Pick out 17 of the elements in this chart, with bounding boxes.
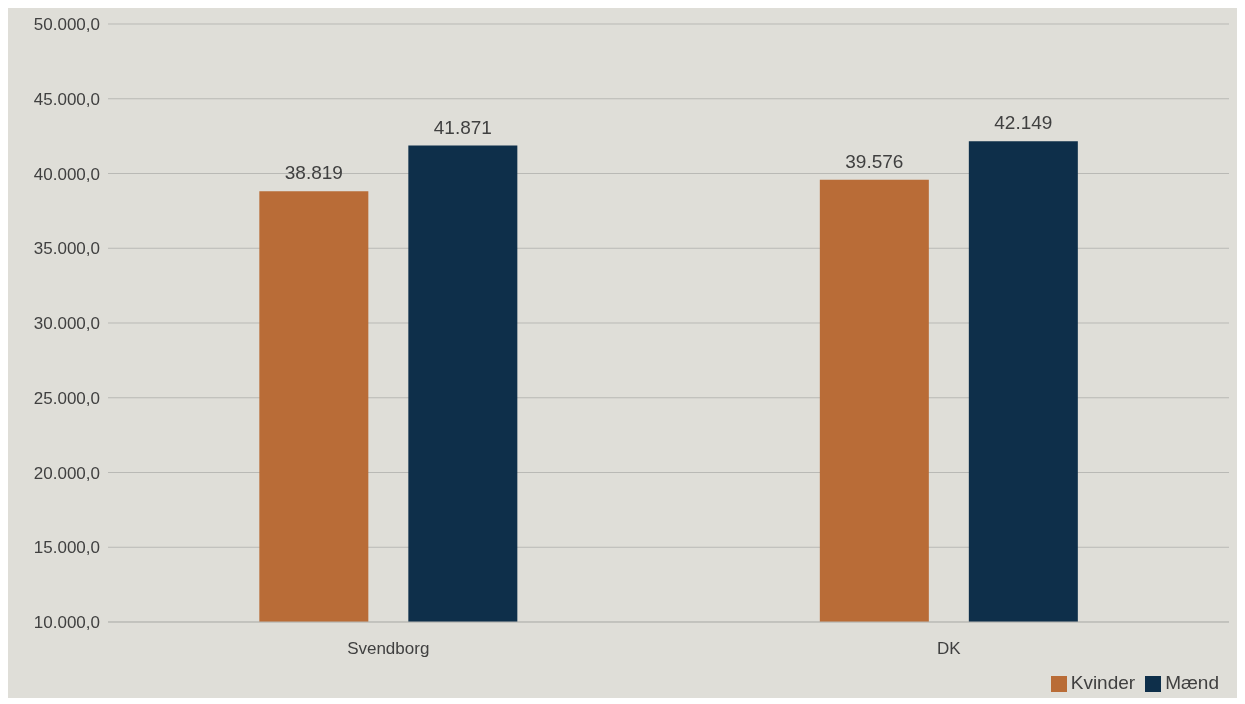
y-tick-label: 15.000,0 xyxy=(33,538,100,558)
y-tick-label: 50.000,0 xyxy=(33,15,100,35)
data-label: 39.576 xyxy=(845,150,904,172)
y-tick-label: 10.000,0 xyxy=(33,613,100,633)
y-tick-label: 25.000,0 xyxy=(33,388,100,408)
data-label: 41.871 xyxy=(433,116,492,138)
data-label: 42.149 xyxy=(994,112,1053,134)
x-tick-label: Svendborg xyxy=(347,639,430,659)
data-label: 38.819 xyxy=(284,162,343,184)
legend-label: Mænd xyxy=(1165,672,1219,693)
y-tick-label: 45.000,0 xyxy=(33,89,100,109)
y-tick-label: 20.000,0 xyxy=(33,463,100,483)
y-tick-label: 35.000,0 xyxy=(33,239,100,259)
y-tick-label: 30.000,0 xyxy=(33,314,100,334)
x-tick-label: DK xyxy=(936,639,962,659)
y-tick-label: 40.000,0 xyxy=(33,164,100,184)
legend-label: Kvinder xyxy=(1070,672,1136,693)
